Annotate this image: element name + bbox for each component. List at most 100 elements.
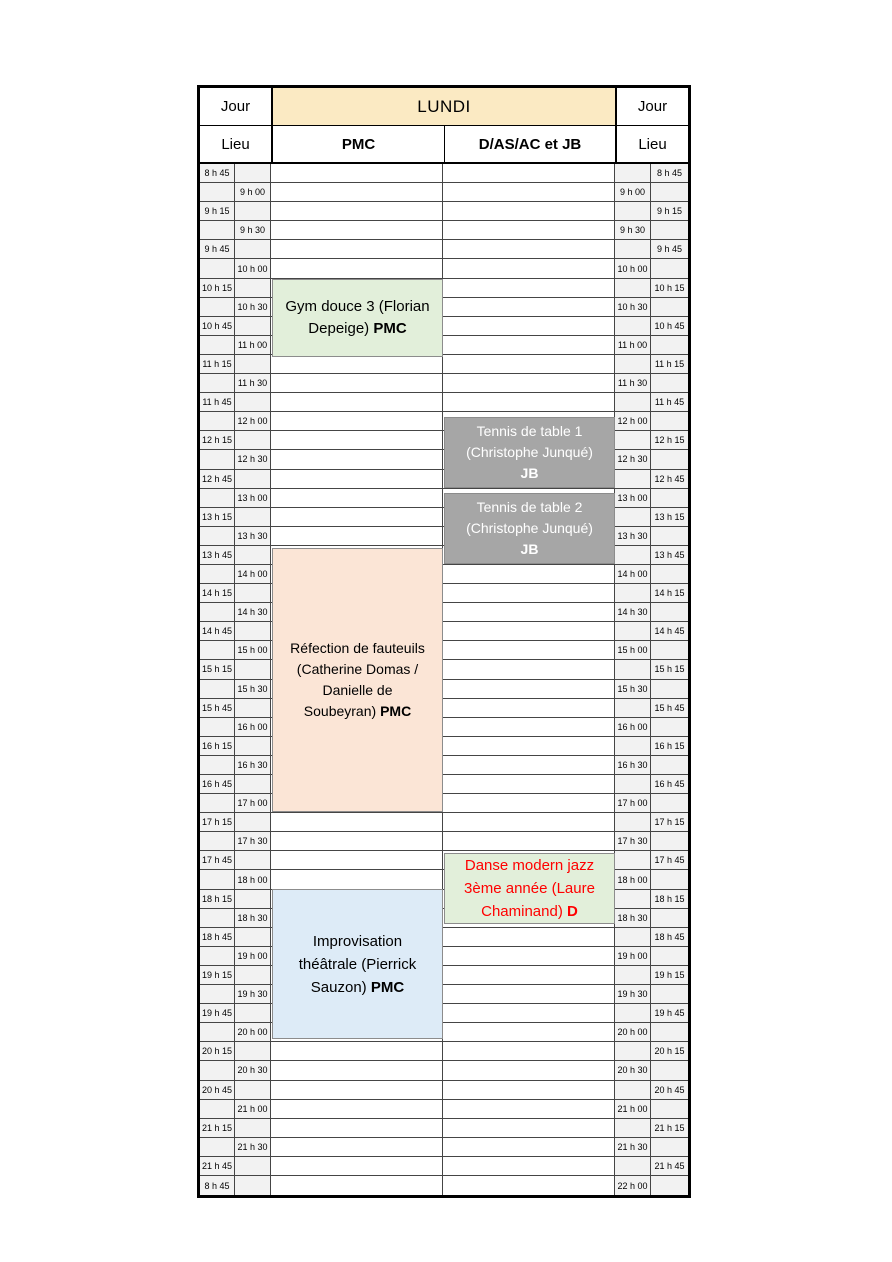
time-label-right-outer bbox=[651, 1061, 688, 1080]
time-label-right-outer bbox=[651, 374, 688, 393]
day-banner: LUNDI bbox=[273, 88, 617, 126]
pmc-slot-cell bbox=[271, 1137, 443, 1156]
time-label-left-inner: 12 h 30 bbox=[235, 450, 271, 469]
time-label-right-outer: 10 h 15 bbox=[651, 278, 688, 297]
time-label-right-inner bbox=[615, 813, 651, 832]
event-label: Tennis de table 1 (Christophe Junqué) JB bbox=[466, 423, 593, 481]
time-row: 17 h 15 17 h 15 bbox=[200, 813, 688, 833]
time-label-right-outer bbox=[651, 297, 688, 316]
time-row: 17 h 30 17 h 30 bbox=[200, 832, 688, 852]
time-row: 9 h 30 9 h 30 bbox=[200, 221, 688, 241]
pmc-slot-cell bbox=[271, 1061, 443, 1080]
time-label-left-inner bbox=[235, 927, 271, 946]
time-label-right-outer: 9 h 15 bbox=[651, 202, 688, 221]
time-label-left-outer bbox=[200, 526, 235, 545]
time-label-right-inner: 12 h 30 bbox=[615, 450, 651, 469]
time-label-right-inner bbox=[615, 164, 651, 183]
time-label-right-outer: 15 h 15 bbox=[651, 660, 688, 679]
time-label-left-inner: 21 h 30 bbox=[235, 1137, 271, 1156]
time-label-left-inner: 10 h 00 bbox=[235, 259, 271, 278]
time-label-left-outer: 9 h 15 bbox=[200, 202, 235, 221]
das-slot-cell bbox=[443, 603, 615, 622]
time-row: 20 h 30 20 h 30 bbox=[200, 1061, 688, 1081]
time-row: 11 h 15 11 h 15 bbox=[200, 354, 688, 375]
time-label-right-outer: 12 h 15 bbox=[651, 431, 688, 450]
time-label-left-inner: 15 h 00 bbox=[235, 641, 271, 660]
time-label-right-outer: 16 h 45 bbox=[651, 775, 688, 794]
pmc-slot-cell bbox=[271, 259, 443, 278]
das-slot-cell bbox=[443, 1080, 615, 1099]
time-label-left-inner bbox=[235, 240, 271, 259]
time-label-right-inner bbox=[615, 965, 651, 985]
time-label-right-outer bbox=[651, 679, 688, 698]
pmc-slot-cell bbox=[271, 393, 443, 412]
refection-de-fauteuils-block[interactable]: Réfection de fauteuils (Catherine Domas … bbox=[272, 548, 443, 812]
time-label-right-inner: 22 h 00 bbox=[615, 1175, 651, 1196]
pmc-slot-cell bbox=[271, 164, 443, 183]
time-label-right-outer: 20 h 15 bbox=[651, 1042, 688, 1061]
time-label-right-outer: 17 h 15 bbox=[651, 813, 688, 832]
improvisation-theatrale-block[interactable]: Improvisation théâtrale (Pierrick Sauzon… bbox=[272, 889, 443, 1039]
time-label-left-inner: 13 h 00 bbox=[235, 488, 271, 507]
time-row: 11 h 30 11 h 30 bbox=[200, 374, 688, 394]
time-label-left-inner: 14 h 00 bbox=[235, 564, 271, 584]
time-row: 20 h 45 20 h 45 bbox=[200, 1080, 688, 1100]
tennis-de-table-1-block[interactable]: Tennis de table 1 (Christophe Junqué) JB bbox=[444, 417, 615, 488]
das-slot-cell bbox=[443, 1175, 615, 1196]
das-slot-cell bbox=[443, 335, 615, 354]
time-label-left-outer bbox=[200, 1099, 235, 1118]
time-label-right-outer: 18 h 45 bbox=[651, 927, 688, 946]
time-label-right-inner bbox=[615, 469, 651, 488]
time-label-left-inner bbox=[235, 202, 271, 221]
time-label-left-inner bbox=[235, 507, 271, 526]
time-label-right-inner: 13 h 00 bbox=[615, 488, 651, 507]
time-label-left-inner: 16 h 00 bbox=[235, 717, 271, 736]
time-label-left-outer: 21 h 45 bbox=[200, 1156, 235, 1175]
das-slot-cell bbox=[443, 354, 615, 374]
time-row: 21 h 30 21 h 30 bbox=[200, 1137, 688, 1157]
time-label-left-outer: 16 h 45 bbox=[200, 775, 235, 794]
time-label-right-outer bbox=[651, 488, 688, 507]
time-label-right-inner bbox=[615, 584, 651, 603]
lieu-header-left: Lieu bbox=[200, 126, 273, 164]
time-label-left-outer: 9 h 45 bbox=[200, 240, 235, 259]
time-label-left-outer: 18 h 15 bbox=[200, 889, 235, 908]
time-label-left-outer: 14 h 15 bbox=[200, 584, 235, 603]
time-label-right-outer: 15 h 45 bbox=[651, 698, 688, 717]
time-label-left-outer bbox=[200, 183, 235, 202]
time-label-right-outer bbox=[651, 985, 688, 1004]
gym-douce-3-block[interactable]: Gym douce 3 (Florian Depeige) PMC bbox=[272, 279, 443, 357]
time-label-right-outer: 17 h 45 bbox=[651, 851, 688, 870]
lieu-header-right: Lieu bbox=[617, 126, 688, 164]
tennis-de-table-2-block[interactable]: Tennis de table 2 (Christophe Junqué) JB bbox=[444, 493, 615, 564]
time-label-left-inner bbox=[235, 965, 271, 985]
pmc-slot-cell bbox=[271, 202, 443, 221]
time-label-left-outer bbox=[200, 1023, 235, 1042]
danse-modern-jazz-block[interactable]: Danse modern jazz 3ème année (Laure Cham… bbox=[444, 853, 615, 924]
time-row: 9 h 45 9 h 45 bbox=[200, 240, 688, 260]
time-label-left-outer: 11 h 45 bbox=[200, 393, 235, 412]
time-label-right-outer: 13 h 45 bbox=[651, 545, 688, 564]
time-label-left-inner bbox=[235, 775, 271, 794]
time-label-left-inner bbox=[235, 889, 271, 908]
das-slot-cell bbox=[443, 794, 615, 813]
das-slot-cell bbox=[443, 985, 615, 1004]
pmc-slot-cell bbox=[271, 851, 443, 870]
time-label-left-outer: 19 h 45 bbox=[200, 1004, 235, 1023]
das-slot-cell bbox=[443, 717, 615, 736]
time-label-right-inner bbox=[615, 1004, 651, 1023]
time-label-left-inner: 15 h 30 bbox=[235, 679, 271, 698]
time-label-right-inner: 18 h 00 bbox=[615, 870, 651, 889]
time-label-left-inner bbox=[235, 1175, 271, 1196]
time-label-left-inner: 17 h 00 bbox=[235, 794, 271, 813]
pmc-slot-cell bbox=[271, 870, 443, 889]
time-label-left-outer: 10 h 45 bbox=[200, 316, 235, 335]
time-label-right-inner: 20 h 30 bbox=[615, 1061, 651, 1080]
das-slot-cell bbox=[443, 965, 615, 985]
time-label-left-outer bbox=[200, 985, 235, 1004]
pmc-slot-cell bbox=[271, 450, 443, 469]
time-label-left-outer bbox=[200, 603, 235, 622]
time-label-left-outer bbox=[200, 717, 235, 736]
pmc-slot-cell bbox=[271, 507, 443, 526]
time-label-left-outer: 8 h 45 bbox=[200, 1175, 235, 1196]
